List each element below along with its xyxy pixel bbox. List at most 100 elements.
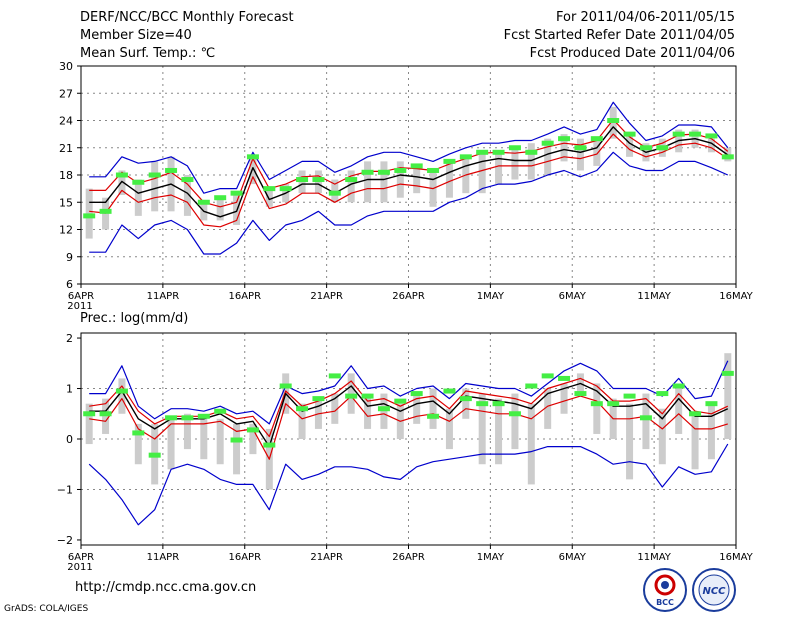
- panel2-observed-marker: [558, 375, 571, 381]
- panel1-member-range-bar: [560, 134, 568, 162]
- panel2-observed-marker: [443, 388, 456, 394]
- panel1-ensemble-mean-line: [89, 126, 729, 218]
- panel2-member-range-bar: [658, 408, 666, 465]
- panel2-observed-marker: [705, 401, 718, 407]
- panel1-member-range-bar: [183, 175, 191, 216]
- panel2-observed-marker: [279, 383, 292, 389]
- panel1-member-range-bar: [249, 156, 257, 185]
- panel1-observed-marker: [656, 145, 669, 151]
- panel2-observed-marker: [492, 401, 505, 407]
- panel2-observed-marker: [377, 406, 390, 412]
- panel2-envelope-max-line: [89, 360, 729, 425]
- panel1-observed-marker: [132, 179, 145, 185]
- bcc-logo: BCC: [643, 568, 687, 612]
- panel2-xtick-label: 6APR: [68, 552, 94, 563]
- panel1-member-range-bar: [118, 170, 126, 195]
- panel1-xtick-label: 11APR: [147, 291, 180, 302]
- panel2-observed-marker: [590, 401, 603, 407]
- panel1-observed-marker: [83, 213, 96, 219]
- panel1-xtick-label: 11MAY: [637, 291, 671, 302]
- started-date-label: Fcst Started Refer Date 2011/04/05: [503, 28, 735, 43]
- panel2-xtick-label: 1MAY: [477, 552, 505, 563]
- forecast-range-label: For 2011/04/06-2011/05/15: [556, 10, 735, 25]
- panel2-observed-marker: [165, 415, 178, 421]
- panel1-observed-marker: [361, 169, 374, 175]
- panel1-observed-marker: [410, 163, 423, 169]
- panel2-observed-marker: [132, 430, 145, 436]
- panel1-observed-marker: [443, 158, 456, 164]
- panel1-observed-marker: [394, 167, 407, 173]
- panel2-observed-marker: [672, 383, 685, 389]
- bcc-logo-icon: BCC: [654, 574, 676, 607]
- panel2-observed-marker: [525, 383, 538, 389]
- panel1-envelope-max-line: [89, 101, 729, 194]
- panel1-ytick-label: 24: [59, 115, 73, 128]
- panel1-member-range-bar: [347, 170, 355, 203]
- panel1-observed-marker: [214, 195, 227, 201]
- panel2-member-range-bar: [511, 393, 519, 450]
- panel1-observed-marker: [525, 149, 538, 155]
- panel1-observed-marker: [377, 169, 390, 175]
- panel1-observed-marker: [99, 208, 112, 214]
- panel1-ytick-label: 27: [59, 87, 73, 100]
- panel2-observed-marker: [214, 408, 227, 414]
- panel2-xtick-label: 16APR: [228, 552, 261, 563]
- panel1-observed-marker: [492, 149, 505, 155]
- panel1-xtick-label: 1MAY: [477, 291, 505, 302]
- panel2-observed-marker: [99, 411, 112, 417]
- panel2-observed-marker: [656, 391, 669, 397]
- panel1-observed-marker: [705, 133, 718, 139]
- panel2-observed-marker: [607, 401, 620, 407]
- panel2-year-label: 2011: [67, 562, 92, 573]
- panel2-member-range-bar: [593, 383, 601, 434]
- panel1-ytick-label: 21: [59, 142, 73, 155]
- panel2-member-range-bar: [364, 393, 372, 429]
- panel2-member-range-bar: [707, 403, 715, 460]
- panel2-member-range-bar: [462, 388, 470, 419]
- panel2-observed-marker: [312, 396, 325, 402]
- panel2-observed-marker: [115, 388, 128, 394]
- panel1-observed-marker: [508, 145, 521, 151]
- panel1-member-range-bar: [544, 138, 552, 175]
- panel2-observed-marker: [181, 415, 194, 421]
- panel2-member-range-bar: [478, 393, 486, 465]
- panel2-member-range-bar: [724, 353, 732, 439]
- panel2-member-range-bar: [413, 393, 421, 424]
- panel2-member-range-bar: [102, 398, 110, 434]
- panel2-std-upper-line: [89, 377, 729, 438]
- panel1-ytick-label: 6: [66, 278, 73, 291]
- panel1-member-range-bar: [707, 138, 715, 153]
- panel1-observed-marker: [574, 145, 587, 151]
- panel1-observed-marker: [558, 136, 571, 142]
- panel2-member-range-bar: [134, 423, 142, 465]
- panel1-member-range-bar: [593, 138, 601, 166]
- panel1-observed-marker: [263, 186, 276, 192]
- panel2-std-lower-line: [89, 395, 728, 460]
- panel1-observed-marker: [328, 190, 341, 196]
- bcc-logo-text: BCC: [656, 598, 674, 607]
- panel2-member-range-bar: [675, 388, 683, 434]
- panel1-observed-marker: [197, 199, 210, 205]
- footer-url[interactable]: http://cmdp.ncc.cma.gov.cn: [75, 580, 257, 595]
- panel2-observed-marker: [574, 391, 587, 397]
- panel2-member-range-bar: [445, 408, 453, 450]
- panel1-observed-marker: [230, 190, 243, 196]
- panel2-observed-marker: [361, 393, 374, 399]
- precip-panel-title: Prec.: log(mm/d): [80, 311, 188, 326]
- panel2-member-range-bar: [642, 393, 650, 450]
- panel2-observed-marker: [689, 411, 702, 417]
- panel1-member-range-bar: [216, 197, 224, 221]
- panel1-member-range-bar: [495, 152, 503, 185]
- panel2-observed-marker: [230, 437, 243, 443]
- panel1-xtick-label: 6APR: [68, 291, 94, 302]
- panel1-member-range-bar: [445, 161, 453, 198]
- panel2-envelope-min-line: [88, 443, 729, 526]
- panel1-envelope-min-line: [89, 151, 729, 255]
- panel1-observed-marker: [115, 172, 128, 178]
- panel1-member-range-bar: [527, 143, 535, 180]
- panel2-observed-marker: [148, 452, 161, 458]
- panel2-ytick-label: −1: [57, 483, 73, 496]
- panel1-observed-marker: [279, 186, 292, 192]
- panel2-member-range-bar: [167, 418, 175, 470]
- panel2-member-range-bar: [691, 413, 699, 470]
